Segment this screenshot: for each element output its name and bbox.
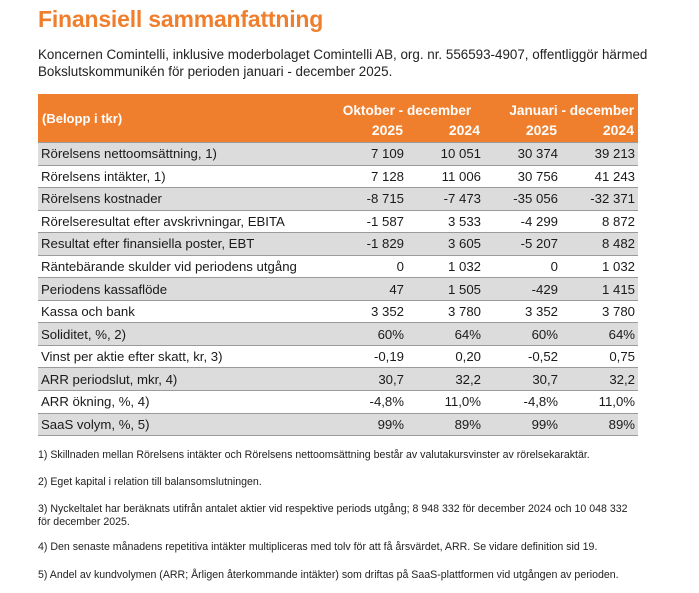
table-row: SaaS volym, %, 5) 99% 89% 99% 89% [38, 412, 639, 437]
year-header: 2024 [561, 118, 639, 143]
cell-value: 32,2 [561, 367, 639, 391]
footnote: 3) Nyckeltalet har beräknats utifrån ant… [38, 503, 628, 528]
cell-value: 99% [484, 412, 561, 437]
cell-value: 64% [561, 322, 639, 346]
cell-value: 41 243 [561, 164, 639, 188]
cell-value: 3 533 [407, 209, 484, 233]
table-row: Kassa och bank 3 352 3 780 3 352 3 780 [38, 299, 639, 323]
year-header: 2025 [330, 118, 407, 143]
table-header: (Belopp i tkr) Oktober - december Januar… [38, 94, 639, 143]
intro-text: Koncernen Comintelli, inklusive moderbol… [38, 47, 648, 79]
cell-value: 32,2 [407, 367, 484, 391]
cell-value: 47 [330, 277, 407, 301]
cell-value: 0 [330, 254, 407, 278]
cell-value: 11,0% [407, 390, 484, 414]
cell-value: 1 032 [561, 254, 639, 278]
row-label: Resultat efter finansiella poster, EBT [38, 232, 330, 256]
cell-value: -8 715 [330, 187, 407, 211]
row-label: Soliditet, %, 2) [38, 322, 330, 346]
table-row: Rörelsens intäkter, 1) 7 128 11 006 30 756 4… [38, 164, 639, 188]
table-row: Rörelsens nettoomsättning, 1) 7 109 10 051… [38, 142, 639, 166]
cell-value: 89% [561, 412, 639, 437]
cell-value: 89% [407, 412, 484, 437]
cell-value: 3 352 [330, 299, 407, 323]
row-label: Räntebärande skulder vid periodens utgån… [38, 254, 330, 278]
footnote: 1) Skillnaden mellan Rörelsens intäkter … [38, 449, 590, 461]
cell-value: 60% [484, 322, 561, 346]
cell-value: -429 [484, 277, 561, 301]
cell-value: 11,0% [561, 390, 639, 414]
cell-value: 8 872 [561, 209, 639, 233]
period-header-full-year: Januari - december [484, 94, 639, 118]
row-label: Vinst per aktie efter skatt, kr, 3) [38, 344, 330, 368]
year-header: 2024 [407, 118, 484, 143]
cell-value: -0,52 [484, 344, 561, 368]
cell-value: 0,75 [561, 344, 639, 368]
page-title: Finansiell sammanfattning [38, 6, 324, 32]
cell-value: -1 587 [330, 209, 407, 233]
cell-value: -5 207 [484, 232, 561, 256]
table-row: Soliditet, %, 2) 60% 64% 60% 64% [38, 322, 639, 346]
cell-value: 0,20 [407, 344, 484, 368]
cell-value: -32 371 [561, 187, 639, 211]
cell-value: 30,7 [484, 367, 561, 391]
financial-summary-table: (Belopp i tkr) Oktober - december Januar… [38, 94, 639, 437]
cell-value: 0 [484, 254, 561, 278]
table-row: ARR periodslut, mkr, 4) 30,7 32,2 30,7 32,2 [38, 367, 639, 391]
cell-value: 1 415 [561, 277, 639, 301]
cell-value: 7 109 [330, 142, 407, 166]
cell-value: 8 482 [561, 232, 639, 256]
row-label: ARR periodslut, mkr, 4) [38, 367, 330, 391]
cell-value: 1 505 [407, 277, 484, 301]
table-row: Räntebärande skulder vid periodens utgån… [38, 254, 639, 278]
row-label: Rörelsens nettoomsättning, 1) [38, 142, 330, 166]
footnote: 4) Den senaste månadens repetitiva intäk… [38, 541, 598, 553]
cell-value: 3 780 [407, 299, 484, 323]
row-label: Kassa och bank [38, 299, 330, 323]
table-row: ARR ökning, %, 4) -4,8% 11,0% -4,8% 11,0% [38, 390, 639, 414]
table-row: Rörelseresultat efter avskrivningar, EBI… [38, 209, 639, 233]
cell-value: -7 473 [407, 187, 484, 211]
amount-unit-label: (Belopp i tkr) [38, 94, 330, 143]
table-row: Vinst per aktie efter skatt, kr, 3) -0,19… [38, 344, 639, 368]
year-header: 2025 [484, 118, 561, 143]
cell-value: 60% [330, 322, 407, 346]
cell-value: -0,19 [330, 344, 407, 368]
cell-value: 99% [330, 412, 407, 437]
row-label: Rörelseresultat efter avskrivningar, EBI… [38, 209, 330, 233]
cell-value: 7 128 [330, 164, 407, 188]
row-label: SaaS volym, %, 5) [38, 412, 330, 437]
cell-value: 1 032 [407, 254, 484, 278]
table-row: Resultat efter finansiella poster, EBT -1… [38, 232, 639, 256]
cell-value: 11 006 [407, 164, 484, 188]
cell-value: 3 605 [407, 232, 484, 256]
cell-value: -35 056 [484, 187, 561, 211]
cell-value: 3 780 [561, 299, 639, 323]
cell-value: 64% [407, 322, 484, 346]
table-row: Periodens kassaflöde 47 1 505 -429 1 415 [38, 277, 639, 301]
footnote: 5) Andel av kundvolymen (ARR; Årligen åt… [38, 569, 619, 581]
footnote: 2) Eget kapital i relation till balansom… [38, 476, 262, 488]
row-label: ARR ökning, %, 4) [38, 390, 330, 414]
cell-value: -4,8% [330, 390, 407, 414]
cell-value: 30,7 [330, 367, 407, 391]
cell-value: -4,8% [484, 390, 561, 414]
cell-value: 39 213 [561, 142, 639, 166]
cell-value: -1 829 [330, 232, 407, 256]
row-label: Rörelsens kostnader [38, 187, 330, 211]
row-label: Periodens kassaflöde [38, 277, 330, 301]
cell-value: 10 051 [407, 142, 484, 166]
cell-value: -4 299 [484, 209, 561, 233]
cell-value: 30 374 [484, 142, 561, 166]
period-header-q4: Oktober - december [330, 94, 484, 118]
table-row: Rörelsens kostnader -8 715 -7 473 -35 056 -3… [38, 187, 639, 211]
cell-value: 3 352 [484, 299, 561, 323]
table-body: Rörelsens nettoomsättning, 1) 7 109 10 051… [38, 142, 639, 437]
cell-value: 30 756 [484, 164, 561, 188]
row-label: Rörelsens intäkter, 1) [38, 164, 330, 188]
